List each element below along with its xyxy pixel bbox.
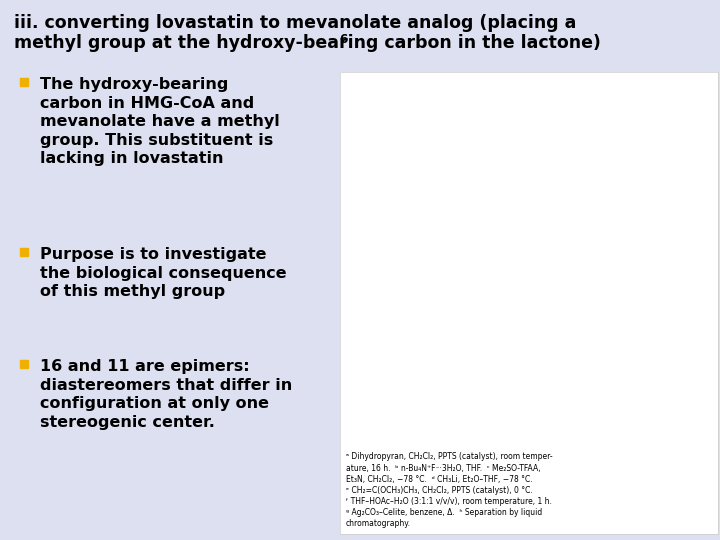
Text: 6: 6: [339, 33, 347, 46]
Text: ᵃ Dihydropyran, CH₂Cl₂, PPTS (catalyst), room temper-
ature, 16 h.  ᵇ n-Bu₄N⁺F⁻·: ᵃ Dihydropyran, CH₂Cl₂, PPTS (catalyst),…: [346, 453, 553, 528]
Text: Purpose is to investigate
the biological consequence
of this methyl group: Purpose is to investigate the biological…: [40, 247, 287, 299]
Text: 16 and 11 are epimers:
diastereomers that differ in
configuration at only one
st: 16 and 11 are epimers: diastereomers tha…: [40, 359, 292, 430]
Bar: [20, 78, 28, 86]
Bar: [20, 248, 28, 256]
Bar: [20, 360, 28, 368]
Bar: [340, 72, 718, 534]
Text: methyl group at the hydroxy-bearing carbon in the lactone): methyl group at the hydroxy-bearing carb…: [14, 34, 601, 52]
Text: The hydroxy-bearing
carbon in HMG-CoA and
mevanolate have a methyl
group. This s: The hydroxy-bearing carbon in HMG-CoA an…: [40, 77, 280, 166]
Text: iii. converting lovastatin to mevanolate analog (placing a: iii. converting lovastatin to mevanolate…: [14, 14, 577, 32]
Bar: [340, 72, 718, 534]
